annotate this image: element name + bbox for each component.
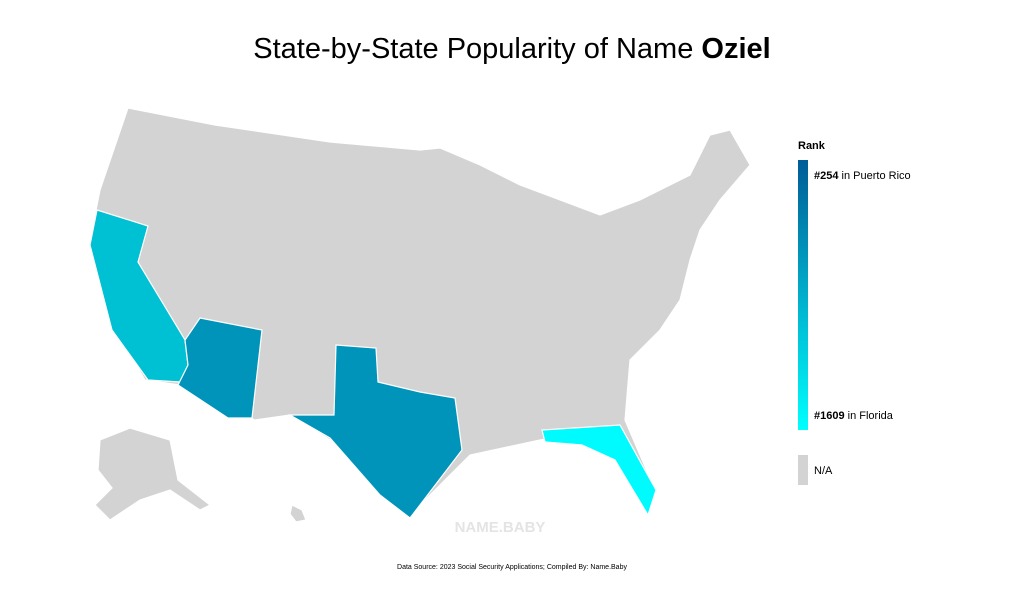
map [89,107,751,523]
legend-top-place: in Puerto Rico [838,170,910,182]
legend-na: N/A [814,465,833,477]
legend-bottom: #1609 in Florida [814,410,894,422]
alaska [94,427,212,521]
legend-bottom-rank: #1609 [814,410,845,422]
texas [287,344,463,519]
legend-bottom-place: in Florida [845,410,894,422]
legend-top-rank: #254 [814,170,839,182]
watermark: NAME.BABY [455,519,546,536]
legend-title: Rank [798,140,826,152]
legend-gradient [798,160,808,430]
arizona [177,317,263,419]
title-text: State-by-State Popularity of Name [253,33,701,65]
legend-na-swatch [798,455,808,485]
hawaii [289,504,307,523]
title-name: Oziel [701,33,770,65]
florida [541,424,657,517]
title: State-by-State Popularity of Name Oziel [253,33,770,65]
source: Data Source: 2023 Social Security Applic… [397,564,627,571]
legend-top: #254 in Puerto Rico [814,170,911,182]
